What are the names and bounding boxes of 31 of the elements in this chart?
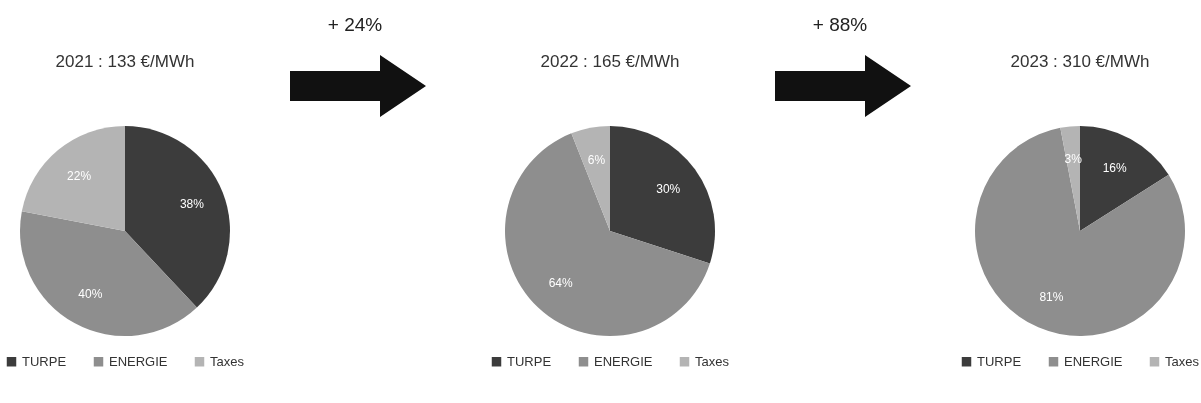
legend-label: TURPE <box>977 353 1022 369</box>
pie-slice <box>571 126 610 231</box>
pie-slice <box>975 127 1185 336</box>
data-label: 16% <box>1102 160 1128 175</box>
pie-slice <box>1060 126 1080 231</box>
legend-label: ENERGIE <box>594 353 653 369</box>
pie-slice <box>610 126 715 264</box>
legend-label: TURPE <box>507 353 552 369</box>
data-label: 6% <box>587 153 606 168</box>
data-label: 30% <box>656 181 681 196</box>
data-label: 64% <box>548 276 574 291</box>
pie-slice <box>1080 126 1169 231</box>
pie-slice <box>505 133 710 336</box>
legend-label: ENERGIE <box>1064 353 1123 369</box>
legend-label: Taxes <box>210 353 245 369</box>
chart-title: 2021 : 133 €/MWh <box>55 52 195 71</box>
chart-title: 2023 : 310 €/MWh <box>1010 52 1150 71</box>
legend-label: Taxes <box>1165 353 1200 369</box>
pie-slice <box>20 211 197 336</box>
chart-title: 2022 : 165 €/MWh <box>540 52 680 71</box>
legend-label: Taxes <box>695 353 730 369</box>
pie-slice <box>125 126 230 308</box>
data-label: 81% <box>1039 290 1064 305</box>
data-label: 40% <box>78 287 103 302</box>
text: + 88% <box>811 14 869 36</box>
data-label: 38% <box>179 197 205 212</box>
pie-slice <box>21 126 125 231</box>
legend-label: ENERGIE <box>109 353 168 369</box>
legend-label: TURPE <box>22 353 67 369</box>
text: + 24% <box>326 14 384 36</box>
data-label: 22% <box>67 168 92 183</box>
